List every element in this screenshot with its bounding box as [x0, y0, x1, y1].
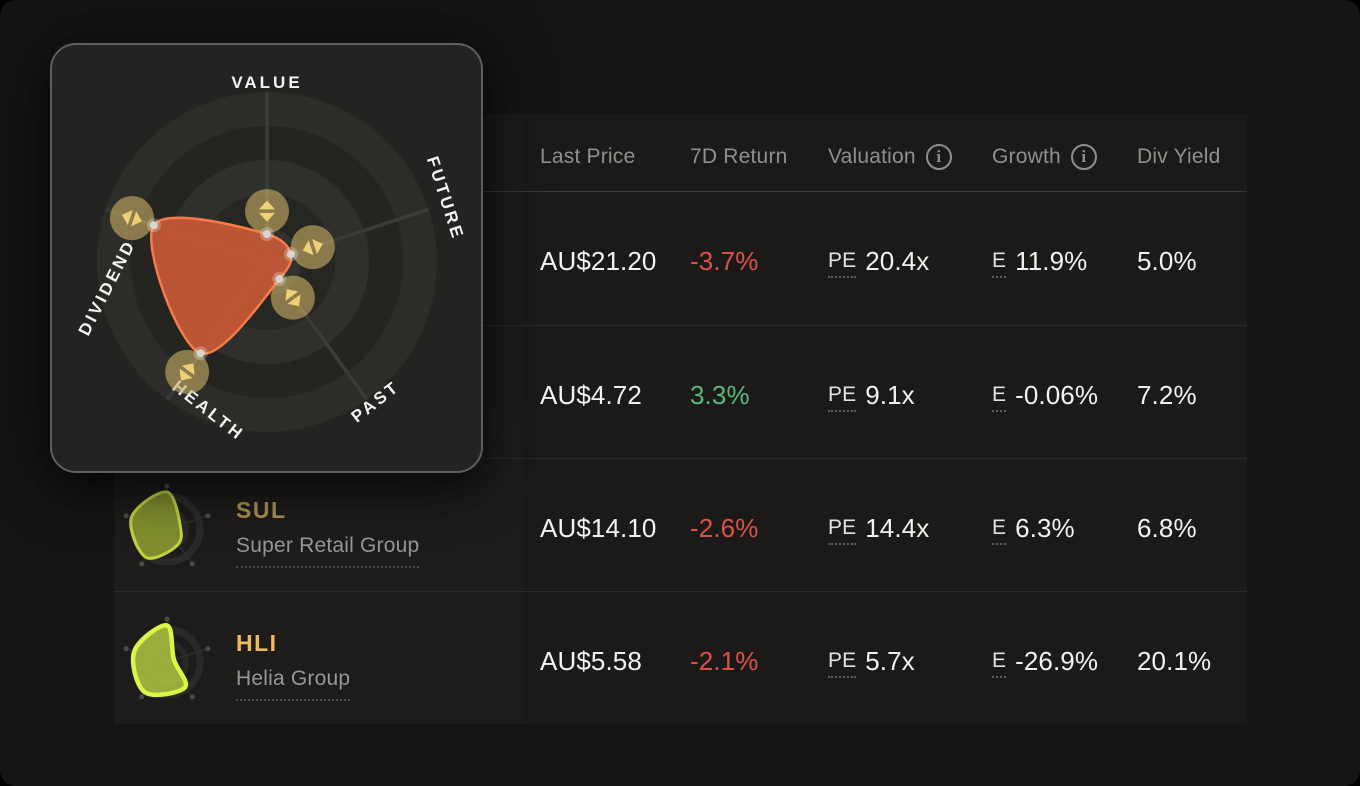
row-separator — [114, 458, 1247, 459]
snowflake-icon-sul[interactable] — [105, 467, 229, 591]
axis-score-marker[interactable] — [245, 189, 289, 234]
table-row-hli[interactable]: HLI Helia Group AU$5.58 -2.1% PE 5.7x E … — [114, 592, 1247, 725]
table-row[interactable]: AU$21.20 -3.7% PE 20.4x E 11.9% 5.0% — [114, 192, 1247, 325]
snowflake-icon-hli[interactable] — [105, 600, 229, 724]
table-row[interactable]: AU$4.72 3.3% PE 9.1x E -0.06% 7.2% — [114, 326, 1247, 459]
company-name[interactable]: Helia Group — [236, 667, 351, 701]
7d-return-value: -2.1% — [690, 646, 759, 676]
e-value: 6.3% — [1015, 513, 1075, 543]
div-yield-value: 7.2% — [1137, 380, 1197, 410]
mini-radar-axis-dot — [189, 561, 195, 567]
div-yield-value: 6.8% — [1137, 513, 1197, 543]
row-separator — [114, 591, 1247, 592]
table-row-sul[interactable]: SUL Super Retail Group AU$14.10 -2.6% PE… — [114, 459, 1247, 592]
last-price-value: AU$14.10 — [540, 513, 657, 543]
score-marker-diamond-icon — [259, 200, 275, 222]
score-marker-diamond-icon — [302, 238, 323, 256]
mini-radar-axis-dot — [164, 483, 170, 489]
axis-score-marker[interactable] — [165, 349, 210, 394]
column-header-label: Valuation — [828, 144, 916, 168]
snowflake-tooltip-popup: VALUE FUTURE PAST HEALTH DIVIDEND — [50, 43, 483, 473]
7d-return-value: -3.7% — [690, 246, 759, 276]
info-icon[interactable]: i — [1070, 143, 1097, 170]
mini-radar-axis-dot — [205, 513, 211, 519]
score-marker-diamond-icon — [285, 289, 301, 307]
company-cell[interactable]: HLI Helia Group — [114, 592, 524, 725]
ticker-symbol[interactable]: SUL — [236, 497, 287, 523]
axis-score-marker[interactable] — [270, 275, 315, 320]
pe-value: 14.4x — [865, 513, 930, 543]
column-header-label: Growth — [992, 144, 1061, 168]
7d-return-value: -2.6% — [690, 513, 759, 543]
growth-value: E 11.9% — [992, 192, 1087, 325]
mini-snowflake-blob — [130, 623, 189, 698]
mini-radar-axis-dot — [205, 646, 211, 652]
column-header-label: Last Price — [540, 144, 636, 168]
valuation-value: PE 9.1x — [828, 326, 915, 459]
pe-abbreviation[interactable]: PE — [828, 517, 857, 545]
blob-vertex-dot — [286, 250, 295, 259]
div-yield-value: 20.1% — [1137, 646, 1212, 676]
valuation-value: PE 14.4x — [828, 459, 929, 592]
last-price-value: AU$4.72 — [540, 380, 642, 410]
score-marker-diamond-icon — [179, 363, 195, 381]
pe-abbreviation[interactable]: PE — [828, 250, 857, 278]
score-marker-diamond-icon — [121, 209, 142, 227]
axis-score-marker[interactable] — [109, 196, 154, 241]
e-abbreviation[interactable]: E — [992, 650, 1007, 678]
mini-radar-axis-dot — [139, 561, 145, 567]
column-header-last-price[interactable]: Last Price — [540, 114, 635, 192]
e-abbreviation[interactable]: E — [992, 250, 1007, 278]
axis-score-marker[interactable] — [290, 225, 335, 270]
column-header-label: Div Yield — [1137, 144, 1221, 168]
blob-vertex-dot — [196, 349, 205, 358]
blob-vertex-dot — [149, 221, 158, 230]
valuation-value: PE 5.7x — [828, 592, 915, 725]
mini-radar-axis-dot — [189, 694, 195, 700]
e-abbreviation[interactable]: E — [992, 517, 1007, 545]
column-header-div-yield[interactable]: Div Yield — [1137, 114, 1221, 192]
mini-radar-axis-dot — [123, 513, 129, 519]
pe-abbreviation[interactable]: PE — [828, 650, 857, 678]
div-yield-value: 5.0% — [1137, 246, 1197, 276]
blob-vertex-dot — [275, 275, 284, 284]
company-name[interactable]: Super Retail Group — [236, 534, 420, 568]
pe-value: 9.1x — [865, 380, 915, 410]
info-icon[interactable]: i — [925, 143, 952, 170]
last-price-value: AU$5.58 — [540, 646, 642, 676]
column-header-valuation[interactable]: Valuation i — [828, 114, 952, 192]
pe-value: 5.7x — [865, 646, 915, 676]
mini-radar-axis-dot — [164, 616, 170, 622]
column-header-7d-return[interactable]: 7D Return — [690, 114, 788, 192]
column-header-growth[interactable]: Growth i — [992, 114, 1097, 192]
mini-radar-axis-dot — [123, 646, 129, 652]
growth-value: E -26.9% — [992, 592, 1098, 725]
e-value: -0.06% — [1015, 380, 1099, 410]
table-header-row: Last Price 7D Return Valuation i Growth … — [114, 114, 1247, 192]
pe-abbreviation[interactable]: PE — [828, 384, 857, 412]
radar-axis-label: VALUE — [231, 73, 302, 92]
e-abbreviation[interactable]: E — [992, 384, 1007, 412]
valuation-value: PE 20.4x — [828, 192, 929, 325]
mini-snowflake-blob — [129, 490, 183, 560]
blob-vertex-dot — [263, 230, 271, 239]
7d-return-value: 3.3% — [690, 380, 750, 410]
row-separator — [114, 325, 1247, 326]
column-header-label: 7D Return — [690, 144, 788, 168]
e-value: -26.9% — [1015, 646, 1099, 676]
growth-value: E 6.3% — [992, 459, 1075, 592]
mini-radar-axis-dot — [139, 694, 145, 700]
ticker-symbol[interactable]: HLI — [236, 630, 278, 656]
growth-value: E -0.06% — [992, 326, 1098, 459]
last-price-value: AU$21.20 — [540, 246, 657, 276]
e-value: 11.9% — [1015, 246, 1088, 276]
pe-value: 20.4x — [865, 246, 930, 276]
company-cell[interactable]: SUL Super Retail Group — [114, 459, 524, 592]
